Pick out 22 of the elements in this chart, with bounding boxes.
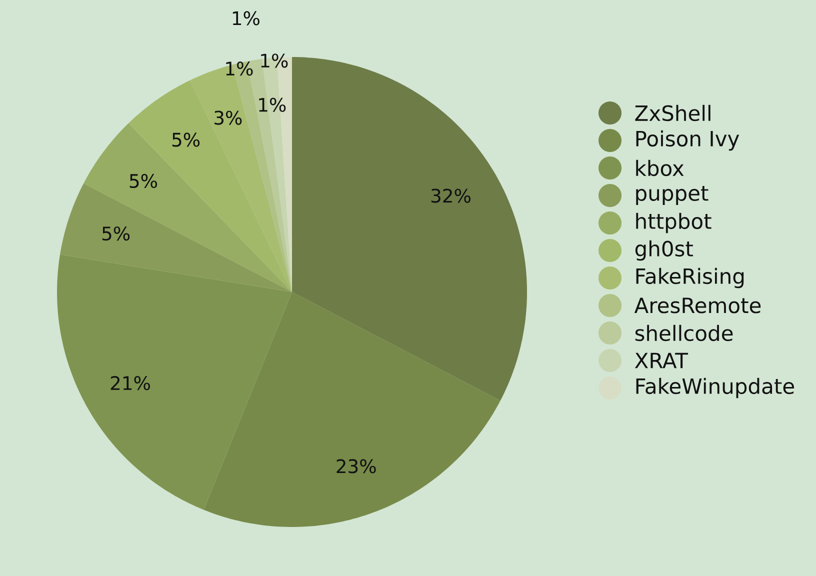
legend-label: kbox bbox=[636, 160, 684, 176]
legend-label: gh0st bbox=[635, 240, 693, 261]
legend-label: httpbot bbox=[636, 212, 712, 234]
legend-label: AresRemote bbox=[634, 298, 761, 314]
legend-label: FakeWinupdate bbox=[636, 378, 794, 398]
data-label: 5% bbox=[102, 226, 130, 241]
data-label: 21% bbox=[110, 376, 150, 390]
legend-label: puppet bbox=[636, 186, 708, 206]
legend-label: XRAT bbox=[634, 352, 688, 368]
data-label: 32% bbox=[431, 188, 470, 203]
data-label: 3% bbox=[214, 110, 242, 125]
data-label: 5% bbox=[172, 132, 200, 147]
legend-label: FakeRising bbox=[636, 268, 744, 288]
data-label: 5% bbox=[130, 174, 157, 188]
legend-label: shellcode bbox=[635, 324, 733, 342]
data-label: 1% bbox=[259, 98, 286, 112]
data-label: 23% bbox=[336, 459, 376, 474]
data-label: 1% bbox=[261, 54, 288, 68]
data-label: 1% bbox=[226, 62, 253, 76]
legend-label: Poison Ivy bbox=[636, 130, 740, 151]
legend-label: ZxShell bbox=[635, 104, 710, 122]
data-label: 1% bbox=[232, 11, 260, 26]
